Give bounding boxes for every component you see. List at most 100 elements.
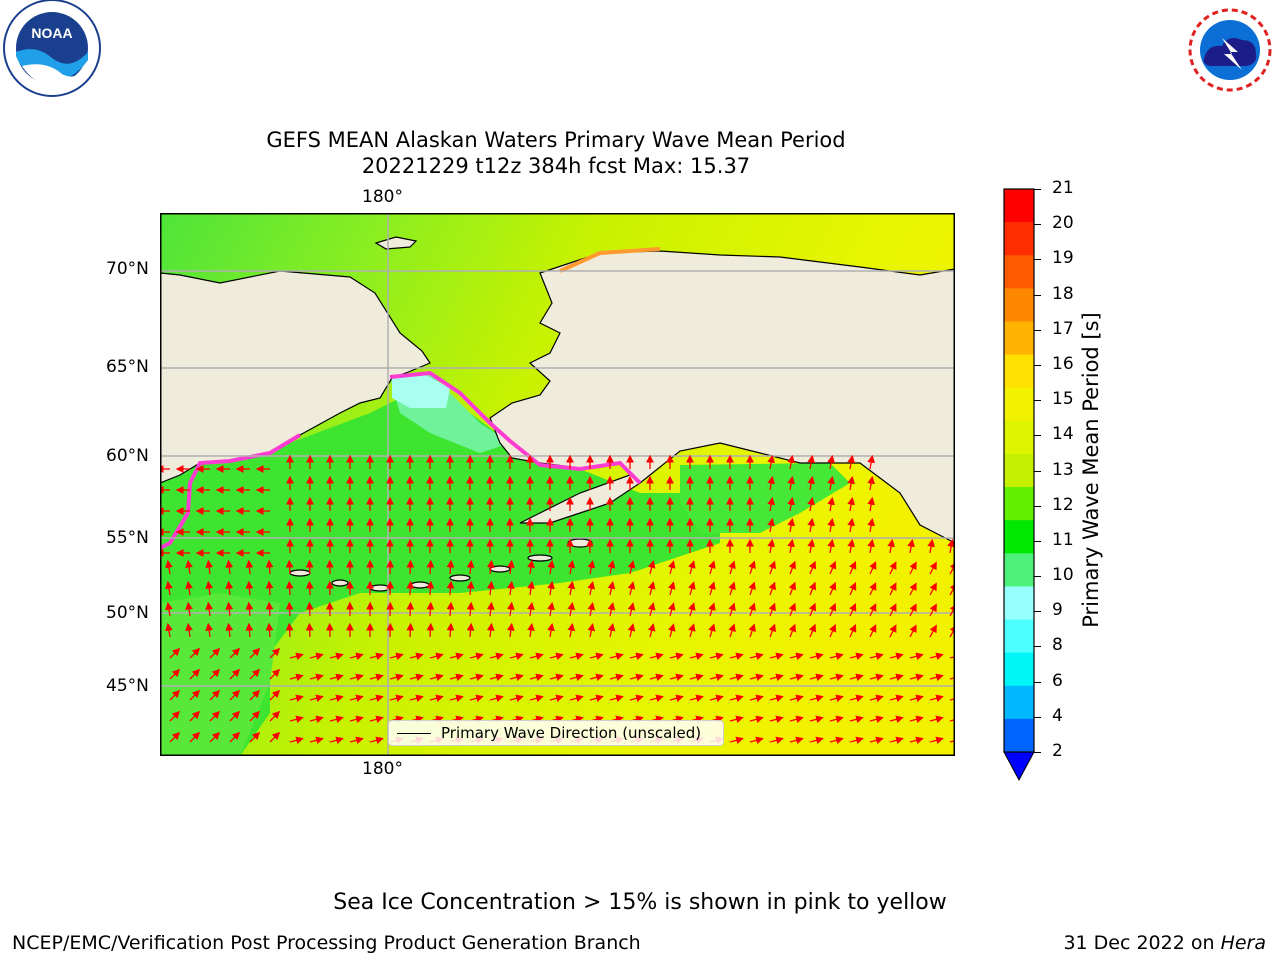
wave-arrow: [409, 694, 424, 703]
wave-arrow: [949, 697, 955, 701]
wave-arrow: [949, 718, 955, 722]
lon-label-top: 180°: [362, 187, 403, 207]
wave-arrow: [509, 673, 524, 682]
colorbar-tick-mark: [1034, 224, 1041, 226]
wave-arrow: [827, 517, 835, 533]
wave-arrow: [529, 673, 544, 682]
wave-arrow: [709, 652, 724, 661]
colorbar-tick-label: 10: [1052, 565, 1074, 586]
wave-arrow: [205, 601, 214, 617]
wave-arrow: [607, 581, 616, 596]
wave-arrow: [847, 454, 855, 470]
colorbar-band: [1004, 487, 1034, 521]
wave-arrow: [788, 581, 797, 596]
wave-arrow: [808, 623, 817, 638]
wave-arrow: [767, 475, 775, 491]
wave-arrow: [289, 715, 304, 724]
wave-arrow: [829, 652, 844, 661]
wave-arrow: [486, 601, 495, 617]
wave-arrow: [285, 559, 294, 575]
wave-arrow: [807, 517, 815, 533]
wave-arrow: [245, 580, 254, 596]
wave-arrow: [748, 560, 756, 575]
colorbar-tick-label: 9: [1052, 600, 1063, 621]
wave-arrow: [829, 715, 844, 724]
wave-arrow: [949, 655, 955, 659]
wave-arrow: [369, 673, 384, 682]
wave-arrow: [205, 559, 214, 575]
colorbar-band: [1004, 586, 1034, 621]
wave-arrow: [789, 673, 804, 682]
colorbar-band: [1004, 520, 1034, 554]
wave-arrow: [829, 602, 837, 617]
wave-arrow: [647, 581, 656, 596]
wave-arrow: [469, 652, 484, 661]
wave-arrow: [869, 603, 877, 617]
wave-period-map: [160, 213, 955, 756]
wave-arrow: [827, 454, 835, 470]
wave-arrow: [667, 581, 676, 596]
wave-arrow: [249, 731, 261, 743]
wave-arrow: [225, 622, 234, 638]
wave-arrow: [849, 673, 864, 682]
wave-arrow: [547, 622, 555, 638]
wave-arrow: [169, 710, 181, 722]
wave-arrow: [708, 602, 716, 617]
wave-arrow: [229, 710, 241, 722]
wave-arrow: [349, 715, 364, 724]
wave-arrow: [907, 538, 915, 554]
wave-arrow: [409, 652, 424, 661]
colorbar-tick-mark: [1034, 716, 1041, 718]
wave-arrow: [446, 622, 455, 638]
wave-arrow: [629, 652, 644, 661]
wave-arrow: [768, 560, 776, 575]
wave-arrow: [789, 694, 804, 703]
sea-ice-edge-bering: [389, 370, 642, 485]
bering-sea-zone: [160, 383, 720, 756]
wave-arrow: [889, 603, 897, 617]
colorbar-tick-mark: [1034, 294, 1041, 296]
wave-arrow: [589, 673, 604, 682]
wave-arrow: [909, 603, 917, 617]
wave-arrow: [527, 559, 535, 575]
wave-arrow: [506, 601, 515, 617]
colorbar-tick-label: 4: [1052, 705, 1063, 726]
colorbar-band: [1004, 420, 1034, 455]
wave-arrow: [647, 623, 656, 638]
wave-arrow: [807, 454, 815, 470]
wave-arrow: [748, 602, 756, 617]
wave-arrow: [748, 623, 756, 638]
wave-arrow: [185, 580, 193, 596]
wave-arrow: [789, 652, 804, 661]
wave-arrow: [265, 601, 274, 617]
wave-arrow: [389, 694, 404, 703]
wave-arrow: [889, 582, 897, 596]
colorbar-tick-mark: [1034, 576, 1041, 578]
wave-arrow: [689, 673, 704, 682]
wave-arrow: [169, 647, 181, 659]
wave-arrow: [649, 673, 664, 682]
wave-arrow: [506, 622, 515, 638]
wave-arrow: [269, 731, 281, 743]
wave-arrow: [629, 673, 644, 682]
wave-arrow: [849, 694, 864, 703]
colorbar-tick-mark: [1034, 259, 1041, 261]
wave-arrow: [426, 580, 435, 596]
footer-right: 31 Dec 2022 on Hera: [1063, 932, 1266, 954]
wave-arrow: [506, 580, 515, 596]
wave-arrow: [309, 673, 324, 682]
colorbar-tick-mark: [1034, 646, 1041, 648]
wave-arrow: [869, 582, 877, 596]
wave-arrow: [867, 496, 875, 512]
wave-arrow: [947, 538, 955, 554]
wave-arrow: [787, 496, 795, 512]
wave-arrow: [729, 673, 744, 682]
colorbar-tick-mark: [1034, 752, 1041, 753]
wave-arrow: [787, 475, 795, 491]
wave-arrow: [569, 652, 584, 661]
wave-arrow: [768, 602, 776, 617]
wave-arrow: [769, 673, 784, 682]
wave-arrow: [767, 454, 775, 470]
colorbar-band: [1004, 222, 1034, 256]
wave-arrow: [768, 623, 776, 638]
